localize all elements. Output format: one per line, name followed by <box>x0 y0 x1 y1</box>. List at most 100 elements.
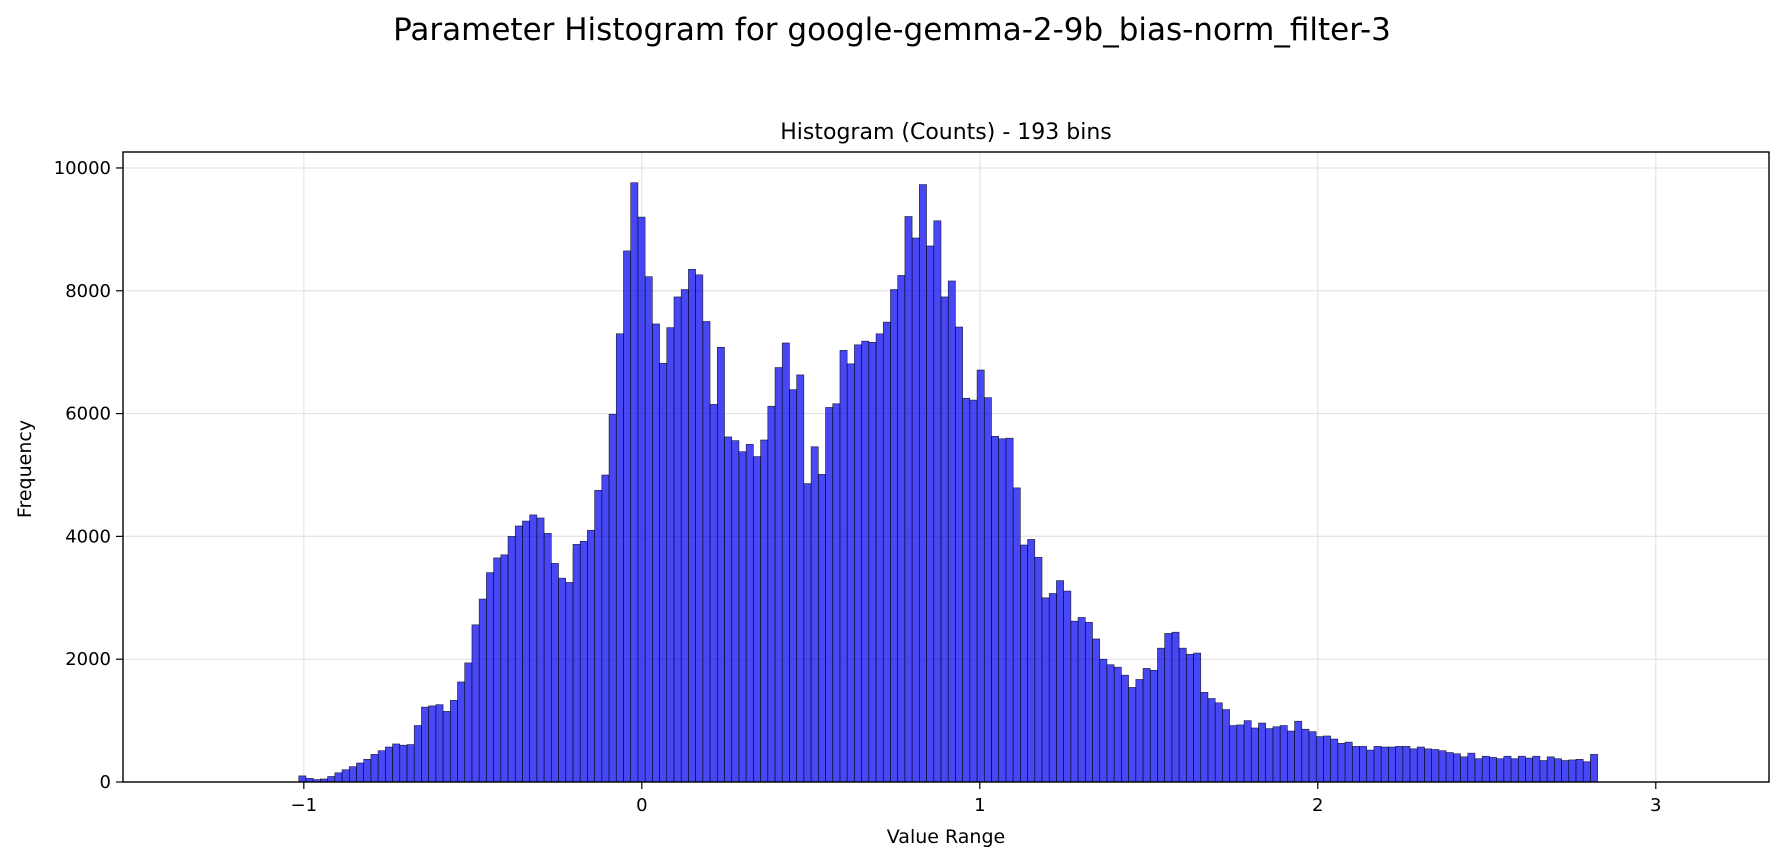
histogram-bar <box>1041 597 1050 783</box>
histogram-bar <box>1222 709 1230 783</box>
histogram-bar <box>652 323 660 783</box>
histogram-bar <box>832 403 841 783</box>
histogram-bar <box>1481 755 1490 783</box>
histogram-bar <box>810 446 819 783</box>
histogram-bar <box>673 296 682 783</box>
histogram-bar <box>486 572 494 783</box>
histogram-bar <box>1380 746 1389 783</box>
histogram-bar <box>1503 755 1512 783</box>
histogram-bar <box>514 525 523 783</box>
histogram-bar <box>1214 702 1223 783</box>
histogram-bar <box>428 705 437 783</box>
histogram-bar <box>341 769 350 783</box>
histogram-bar <box>449 700 458 783</box>
histogram-bar <box>529 514 538 783</box>
histogram-bar <box>861 340 870 783</box>
histogram-bar <box>724 436 733 783</box>
histogram-bar <box>327 776 336 783</box>
histogram-bar <box>1121 674 1129 783</box>
histogram-bar <box>1496 758 1505 783</box>
histogram-bar <box>1366 749 1375 783</box>
y-tick-label: 6000 <box>65 404 111 425</box>
histogram-bar <box>1287 730 1295 783</box>
histogram-bar <box>1012 487 1021 783</box>
histogram-bar <box>998 438 1007 783</box>
chart-suptitle: Parameter Histogram for google-gemma-2-9… <box>393 12 1391 48</box>
histogram-bar <box>1424 748 1432 783</box>
histogram-bar <box>536 517 545 783</box>
histogram-bar <box>1193 652 1202 783</box>
histogram-bar <box>695 274 704 783</box>
histogram-bar <box>392 743 401 783</box>
y-tick-label: 0 <box>100 772 111 793</box>
histogram-bar <box>558 577 567 783</box>
histogram-bar <box>1388 746 1396 783</box>
histogram-bar <box>767 405 776 783</box>
histogram-bar <box>1568 759 1577 783</box>
x-axis-label: Value Range <box>887 826 1005 848</box>
histogram-bar <box>680 289 689 783</box>
histogram-bar <box>868 342 877 783</box>
histogram-bar <box>781 342 790 783</box>
histogram-bar <box>1149 669 1158 783</box>
histogram-bar <box>421 706 429 783</box>
histogram-bar <box>940 296 949 783</box>
histogram-bar <box>363 758 372 783</box>
x-tick-label: 2 <box>1312 795 1323 816</box>
histogram-bar <box>608 413 617 783</box>
histogram-bar <box>1092 638 1101 783</box>
x-tick-label: 0 <box>636 795 647 816</box>
histogram-bar <box>1229 725 1238 783</box>
histogram-bar <box>500 554 509 783</box>
histogram-bar <box>615 333 624 783</box>
histogram-bar <box>507 536 516 783</box>
y-axis-label: Frequency <box>14 420 36 518</box>
histogram-bar <box>644 276 653 783</box>
histogram-bar <box>1294 720 1303 783</box>
histogram-bar <box>1337 743 1346 783</box>
histogram-bar <box>1027 539 1036 783</box>
histogram-bar <box>789 389 797 783</box>
histogram-bar <box>839 350 848 783</box>
histogram-bar <box>1056 580 1064 783</box>
histogram-bar <box>947 280 956 783</box>
histogram-bar <box>493 557 502 783</box>
histogram-bar <box>1445 752 1454 783</box>
histogram-bar <box>1554 758 1562 783</box>
histogram-bar <box>1128 687 1137 783</box>
histogram-bar <box>1539 760 1548 783</box>
histogram-bar <box>1236 724 1245 783</box>
histogram-bar <box>976 369 985 783</box>
histogram-bar <box>1510 758 1519 783</box>
histogram-bar <box>1431 749 1440 783</box>
histogram-bar <box>1330 738 1339 783</box>
histogram-bar <box>399 744 408 783</box>
histogram-bar <box>890 289 898 783</box>
histogram-bar <box>688 268 696 783</box>
histogram-bar <box>370 754 379 783</box>
histogram-bar <box>731 440 740 783</box>
histogram-bar <box>926 245 935 783</box>
histogram-bar <box>543 533 552 783</box>
histogram-bar <box>1546 756 1555 783</box>
histogram-bar <box>825 407 834 783</box>
histogram-bar <box>1085 622 1093 783</box>
histogram-bar <box>1575 758 1584 783</box>
histogram-bar <box>1409 748 1418 783</box>
histogram-bar <box>818 474 826 783</box>
histogram-bar <box>1582 761 1591 783</box>
histogram-bar <box>659 362 668 783</box>
histogram-bar <box>522 520 530 783</box>
histogram-bar <box>897 275 906 783</box>
histogram-bar <box>1186 653 1194 783</box>
histogram-bar <box>1070 620 1079 783</box>
histogram-bar <box>1373 746 1382 783</box>
histogram-bar <box>1272 726 1281 783</box>
histogram-bar <box>385 746 393 783</box>
histogram-bar <box>738 451 747 783</box>
x-axis-ticks: −1 0 1 2 3 <box>291 782 1662 816</box>
histogram-bar <box>1351 746 1360 783</box>
histogram-bar <box>587 529 595 783</box>
